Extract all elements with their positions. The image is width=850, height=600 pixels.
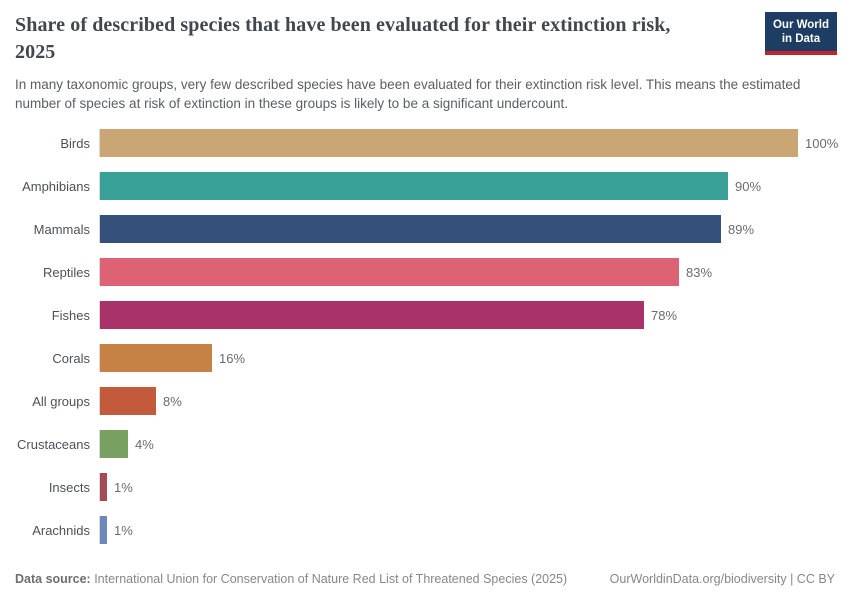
bar-row: Mammals 89% bbox=[15, 215, 838, 244]
value-label: 89% bbox=[728, 221, 755, 237]
value-label: 1% bbox=[114, 522, 133, 538]
bar[interactable] bbox=[100, 172, 728, 201]
value-label: 100% bbox=[805, 135, 839, 151]
bar-track: 1% bbox=[99, 516, 838, 545]
bar[interactable] bbox=[100, 129, 798, 158]
bar-row: Reptiles 83% bbox=[15, 258, 838, 287]
value-label: 16% bbox=[219, 350, 246, 366]
bar-row: Corals 16% bbox=[15, 344, 838, 373]
owid-logo-line1: Our World bbox=[772, 19, 829, 31]
category-label: Insects bbox=[48, 479, 90, 495]
category-label: Arachnids bbox=[32, 522, 90, 538]
chart-subtitle: In many taxonomic groups, very few descr… bbox=[15, 77, 801, 112]
value-label: 78% bbox=[651, 307, 678, 323]
bar[interactable] bbox=[100, 516, 107, 545]
chart-header: Share of described species that have bee… bbox=[15, 12, 838, 113]
bar-row: Arachnids 1% bbox=[15, 516, 838, 545]
value-label: 83% bbox=[686, 264, 713, 280]
value-label: 90% bbox=[735, 178, 762, 194]
category-label: Fishes bbox=[51, 307, 90, 323]
category-label: Mammals bbox=[33, 221, 90, 237]
bar-track: 78% bbox=[99, 301, 838, 330]
category-label: Corals bbox=[52, 350, 90, 366]
bar-chart: Birds 100% Amphibians 90% Mammals 89% Reptiles… bbox=[15, 129, 839, 545]
bar-row: Fishes 78% bbox=[15, 301, 838, 330]
bar-track: 100% bbox=[99, 129, 839, 158]
bar-row: Birds 100% bbox=[15, 129, 839, 158]
bar-track: 83% bbox=[99, 258, 838, 287]
category-label: Amphibians bbox=[22, 178, 90, 194]
data-source-label: Data source: bbox=[15, 572, 91, 586]
data-source: Data source: International Union for Con… bbox=[15, 572, 567, 586]
bar-track: 89% bbox=[99, 215, 838, 244]
chart-title: Share of described species that have bee… bbox=[15, 14, 671, 63]
bar[interactable] bbox=[100, 344, 212, 373]
category-label: Birds bbox=[60, 135, 90, 151]
category-label: Reptiles bbox=[43, 264, 90, 280]
data-source-text: International Union for Conservation of … bbox=[90, 572, 568, 586]
owid-logo-line2: in Data bbox=[781, 33, 821, 46]
bar-track: 8% bbox=[99, 387, 838, 416]
bar-track: 1% bbox=[99, 473, 838, 502]
bar-row: Amphibians 90% bbox=[15, 172, 838, 201]
attribution-link[interactable]: OurWorldinData.org/biodiversity | CC BY bbox=[609, 572, 835, 586]
bar[interactable] bbox=[100, 215, 721, 244]
bar[interactable] bbox=[100, 301, 644, 330]
bar-row: Insects 1% bbox=[15, 473, 838, 502]
bar-track: 90% bbox=[99, 172, 838, 201]
bar[interactable] bbox=[100, 430, 128, 459]
value-label: 8% bbox=[163, 393, 182, 409]
bar-row: All groups 8% bbox=[15, 387, 838, 416]
owid-logo[interactable]: Our World in Data bbox=[764, 12, 837, 55]
chart-footer: Data source: International Union for Con… bbox=[15, 572, 838, 586]
bar[interactable] bbox=[100, 387, 156, 416]
bar-track: 16% bbox=[99, 344, 838, 373]
bar-row: Crustaceans 4% bbox=[15, 430, 838, 459]
value-label: 4% bbox=[135, 436, 154, 452]
bar-track: 4% bbox=[99, 430, 838, 459]
bar[interactable] bbox=[100, 258, 679, 287]
bar[interactable] bbox=[100, 473, 107, 502]
value-label: 1% bbox=[114, 479, 133, 495]
category-label: Crustaceans bbox=[17, 436, 90, 452]
category-label: All groups bbox=[32, 393, 90, 409]
